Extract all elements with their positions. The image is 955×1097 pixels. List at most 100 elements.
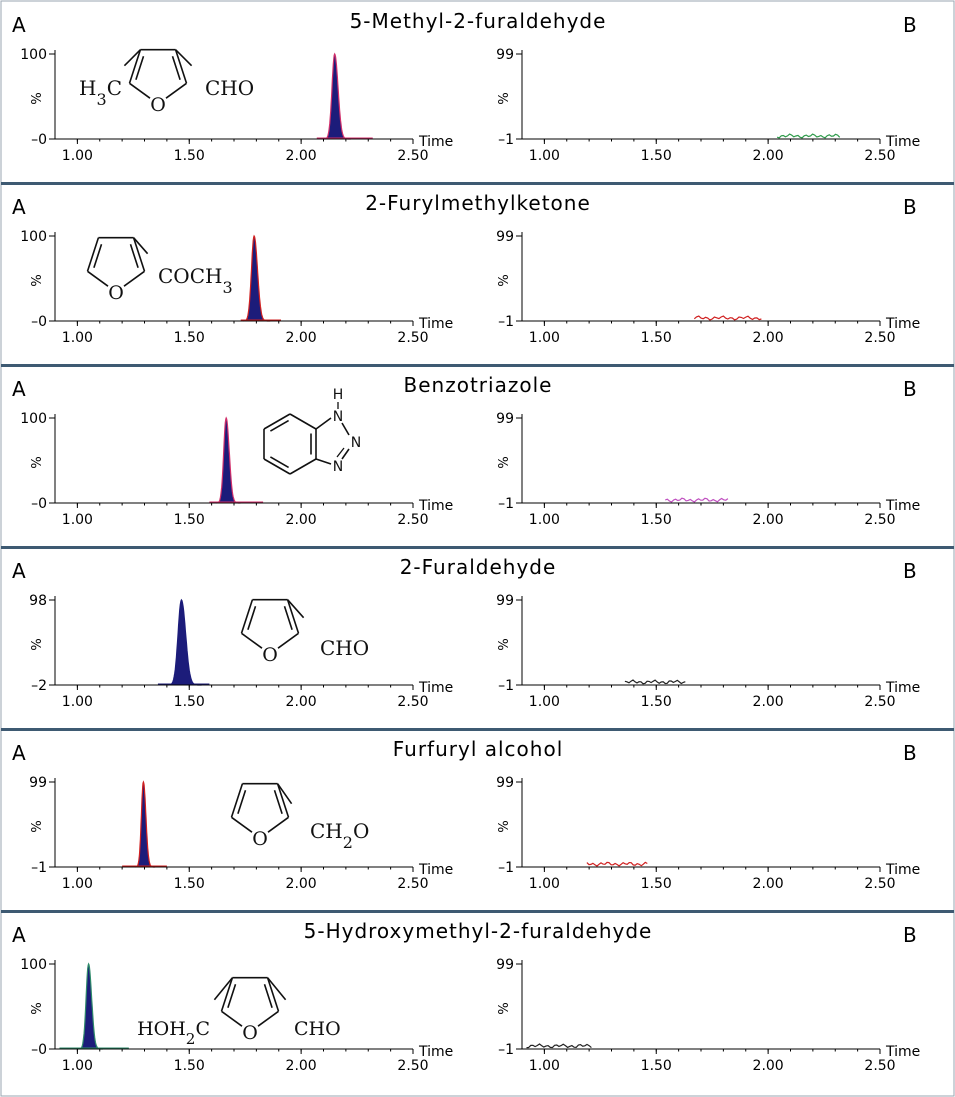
ring-double-bond <box>129 244 139 269</box>
panel-a-x-tick-label: 1.50 <box>174 1058 205 1074</box>
panel-a-y-tick-label: –0 <box>31 1042 47 1058</box>
panel-label-a: A <box>12 13 26 37</box>
panel-b-x-label: Time <box>885 680 920 696</box>
triazole-double-bond <box>336 447 345 458</box>
panel-a-y-label: % <box>30 1002 45 1014</box>
panel-b-x-tick-label: 2.00 <box>753 876 784 892</box>
panel-b-y-label: % <box>497 274 512 286</box>
panel-b-y-tick-label: 99 <box>496 593 514 609</box>
panel-a-x-tick-label: 1.00 <box>62 694 93 710</box>
substituent-bond <box>287 599 305 619</box>
mol5-ring-oxygen: O <box>252 828 268 850</box>
panel-a-y-label: % <box>30 456 45 468</box>
ring-bond <box>241 632 263 649</box>
substituent-bond <box>213 977 234 1001</box>
panel-b-y-label: % <box>497 820 512 832</box>
panel-label-b: B <box>903 195 917 219</box>
noise-trace <box>526 1043 592 1049</box>
panel-b-x-label: Time <box>885 1044 920 1060</box>
noise-trace <box>624 679 686 685</box>
panel-a-x-label: Time <box>418 316 453 332</box>
compound-title: 5-Methyl-2-furaldehyde <box>350 9 607 33</box>
panel-a-y-tick-label: –0 <box>31 314 47 330</box>
panel-b-x-label: Time <box>885 498 920 514</box>
panel-b-y-label: % <box>497 638 512 650</box>
panel-b-y-tick-label: 99 <box>496 957 514 973</box>
panel-a-y-tick-label: 99 <box>29 775 47 791</box>
panel-b-x-tick-label: 2.50 <box>864 876 895 892</box>
compound-title: 2-Furylmethylketone <box>365 191 591 215</box>
panel-a-y-tick-label: 98 <box>29 593 47 609</box>
panel-label-a: A <box>12 923 26 947</box>
noise-trace <box>776 133 841 139</box>
panel-b-x-tick-label: 1.00 <box>529 330 560 346</box>
substituent-right: CHO <box>320 636 369 660</box>
benzene-bond <box>263 413 291 430</box>
panel-b-x-tick-label: 2.50 <box>864 148 895 164</box>
panel-a-y-tick-label: –2 <box>31 678 47 694</box>
substituent-right: CHO <box>205 76 254 100</box>
ring-bond <box>123 270 145 287</box>
chromatogram-row: 5-Hydroxymethyl-2-furaldehyde A B 100 –0% 1.0… <box>12 919 920 1074</box>
substituent-left: HOH2C <box>137 1018 210 1048</box>
panel-a-x-tick-label: 2.00 <box>286 694 317 710</box>
ring-double-bond <box>171 56 181 81</box>
ring-bond <box>240 599 254 634</box>
panel-a-x-tick-label: 2.50 <box>397 512 428 528</box>
benzene-double-bond <box>270 419 289 432</box>
panel-label-b: B <box>903 923 917 947</box>
triazole-bond <box>315 458 332 465</box>
panel-a-y-tick-label: –0 <box>31 496 47 512</box>
ring-double-bond <box>237 790 247 815</box>
ring-double-bond <box>135 56 145 81</box>
ring-bond <box>128 49 142 84</box>
panel-a-x-tick-label: 1.50 <box>174 694 205 710</box>
panel-a-y-tick-label: 100 <box>20 957 47 973</box>
panel-label-a: A <box>12 559 26 583</box>
ring-double-bond <box>247 606 257 631</box>
panel-b-x-tick-label: 2.50 <box>864 1058 895 1074</box>
panel-b-x-tick-label: 1.50 <box>641 148 672 164</box>
panel-a-x-label: Time <box>418 1044 453 1060</box>
panel-b-x-tick-label: 1.50 <box>641 330 672 346</box>
compound-title: 5-Hydroxymethyl-2-furaldehyde <box>304 919 653 943</box>
ring-bond <box>86 237 100 272</box>
panel-a-x-tick-label: 1.00 <box>62 512 93 528</box>
mol6-ring-oxygen: O <box>242 1022 258 1044</box>
panel-a-y-tick-label: 100 <box>20 47 47 63</box>
ring-bond <box>230 783 244 818</box>
ring-double-bond <box>283 606 293 631</box>
panel-a-y-label: % <box>30 92 45 104</box>
panel-a-y-label: % <box>30 638 45 650</box>
panel-a-x-label: Time <box>418 134 453 150</box>
ring-bond <box>129 82 151 99</box>
panel-a-x-tick-label: 2.00 <box>286 330 317 346</box>
panel-b-x-label: Time <box>885 862 920 878</box>
ring-bond <box>220 977 234 1012</box>
panel-separator <box>1 364 954 367</box>
panel-separator <box>1 546 954 549</box>
ring-bond <box>174 49 188 84</box>
panel-b-y-label: % <box>497 1002 512 1014</box>
panel-a-x-tick-label: 1.50 <box>174 148 205 164</box>
mol4-ring-oxygen: O <box>262 644 278 666</box>
panel-a-y-tick-label: 100 <box>20 411 47 427</box>
ring-double-bond <box>263 984 273 1009</box>
triazole-bond <box>341 448 350 460</box>
panel-a-x-tick-label: 2.50 <box>397 876 428 892</box>
substituent-bond <box>276 783 293 805</box>
compound-title: 2-Furaldehyde <box>400 555 557 579</box>
panel-a-y-label: % <box>30 274 45 286</box>
substituent-left: H3C <box>79 76 122 109</box>
panel-separator <box>1 910 954 913</box>
substituent-bond <box>132 237 149 255</box>
panel-b-y-label: % <box>497 456 512 468</box>
panel-b-x-tick-label: 2.00 <box>753 512 784 528</box>
ring-bond <box>132 237 146 272</box>
panel-b-y-tick-label: –1 <box>498 860 514 876</box>
peak-fill <box>168 600 202 685</box>
ring-bond <box>221 1010 243 1027</box>
panel-b-x-tick-label: 1.50 <box>641 512 672 528</box>
panel-a-y-tick-label: –1 <box>31 860 47 876</box>
noise-trace <box>693 315 762 321</box>
